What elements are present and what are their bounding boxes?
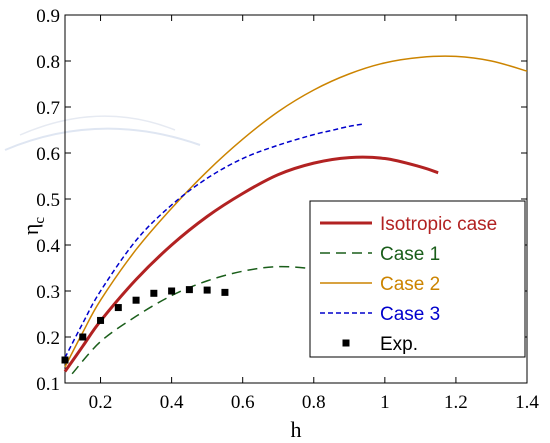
exp-point xyxy=(150,289,158,297)
y-axis-label-main: η xyxy=(18,224,43,236)
y-tick-label: 0.1 xyxy=(36,374,60,395)
y-tick-label: 0.3 xyxy=(36,282,60,303)
artifact-arc xyxy=(4,127,201,151)
axes xyxy=(64,14,528,384)
legend-box xyxy=(309,200,526,358)
y-tick-label: 0.5 xyxy=(36,190,60,211)
x-tick-label: 0.8 xyxy=(302,392,326,413)
x-tick-label: 0.4 xyxy=(160,392,184,413)
x-tick-label: 0.2 xyxy=(89,392,113,413)
x-tick-label: 1 xyxy=(380,392,390,413)
exp-point xyxy=(132,296,140,304)
legend: Isotropic case Case 1 Case 2 Case 3 Exp. xyxy=(309,200,526,358)
exp-point xyxy=(61,356,69,364)
y-tick-label: 0.4 xyxy=(36,236,60,257)
exp-point xyxy=(168,287,176,295)
y-axis-label: ηc xyxy=(18,217,48,236)
y-tick-label: 0.6 xyxy=(36,144,60,165)
legend-label-isotropic-case: Isotropic case xyxy=(380,214,497,235)
y-axis-label-sub: c xyxy=(32,217,48,224)
y-tick-label: 0.7 xyxy=(36,98,60,119)
legend-marker-exp- xyxy=(342,339,350,347)
series-line-case-1 xyxy=(71,265,332,375)
background-artifact-arcs xyxy=(4,115,201,151)
tick-labels: 0.2 0.4 0.6 0.8 1 1.2 1.4 0.1 0.2 0.3 0.4 0.5 0.6 0.7… xyxy=(36,6,539,413)
exp-point xyxy=(203,286,211,294)
svg-text:ηc: ηc xyxy=(18,217,48,236)
legend-label-case-2: Case 2 xyxy=(380,274,440,295)
exp-point xyxy=(221,288,229,296)
artifact-arc xyxy=(19,115,176,136)
exp-points-layer xyxy=(61,286,229,364)
legend-label-case-1: Case 1 xyxy=(380,244,440,265)
exp-point xyxy=(97,316,105,324)
x-axis-label: h xyxy=(291,417,302,442)
series-line-case-3 xyxy=(64,123,364,359)
series-line-case-2 xyxy=(64,55,528,368)
exp-point xyxy=(185,286,193,294)
y-tick-label: 0.8 xyxy=(36,52,60,73)
x-tick-label: 1.4 xyxy=(515,392,539,413)
exp-point xyxy=(114,304,122,312)
x-tick-label: 0.6 xyxy=(231,392,255,413)
exp-point xyxy=(79,333,87,341)
x-tick-label: 1.2 xyxy=(444,392,468,413)
legend-label-case-3: Case 3 xyxy=(380,304,440,325)
y-tick-label: 0.2 xyxy=(36,328,60,349)
legend-label-exp-: Exp. xyxy=(380,334,418,355)
y-tick-label: 0.9 xyxy=(36,6,60,27)
